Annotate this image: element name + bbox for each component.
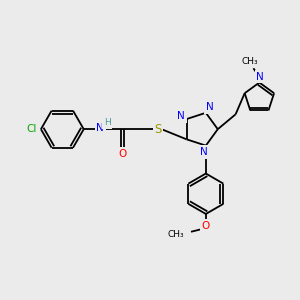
Text: O: O (202, 221, 210, 231)
Text: S: S (154, 123, 162, 136)
Text: H: H (104, 118, 111, 127)
Text: N: N (200, 147, 208, 157)
Text: N: N (177, 111, 185, 121)
Text: Cl: Cl (26, 124, 37, 134)
Text: O: O (118, 149, 127, 159)
Text: N: N (206, 102, 213, 112)
Text: N: N (256, 72, 264, 82)
Text: N: N (96, 123, 104, 133)
Text: CH₃: CH₃ (242, 57, 258, 66)
Text: CH₃: CH₃ (167, 230, 184, 239)
